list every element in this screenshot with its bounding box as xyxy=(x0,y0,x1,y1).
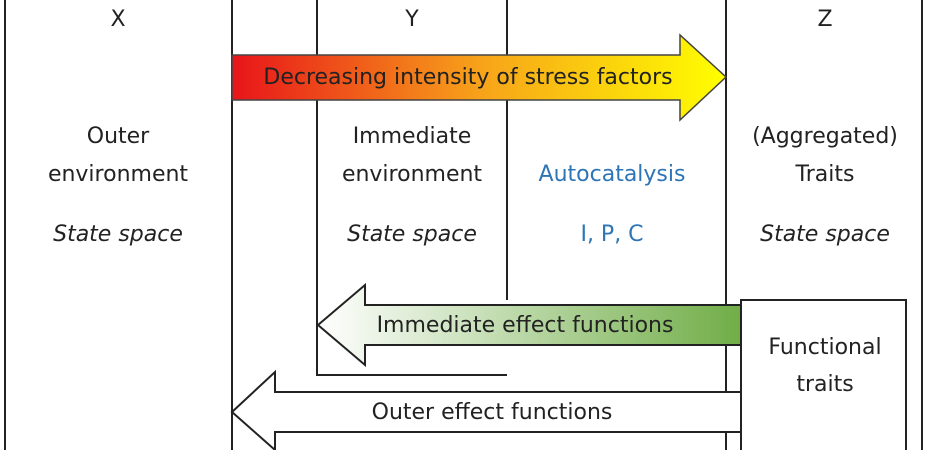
label: Traits xyxy=(795,162,855,187)
label: State space xyxy=(53,222,183,247)
stress-arrow xyxy=(231,33,728,122)
header: Y xyxy=(404,7,419,32)
label: (Aggregated) xyxy=(752,124,898,149)
functional-box xyxy=(740,299,907,450)
label: environment xyxy=(342,162,482,187)
arrow-label: Immediate effect functions xyxy=(377,313,674,338)
label: Immediate xyxy=(353,124,472,149)
label: I, P, C xyxy=(580,222,643,247)
label: State space xyxy=(760,222,890,247)
box-label: Functional xyxy=(768,335,881,360)
label: Outer xyxy=(87,124,150,149)
immediate-arrow xyxy=(316,282,743,368)
outer-arrow xyxy=(230,369,743,450)
header: X xyxy=(110,7,125,32)
header: Z xyxy=(817,7,832,32)
arrow-label: Decreasing intensity of stress factors xyxy=(263,65,672,90)
arrow-label: Outer effect functions xyxy=(372,400,613,425)
box-label: traits xyxy=(796,372,853,397)
label: Autocatalysis xyxy=(539,162,686,187)
label: environment xyxy=(48,162,188,187)
label: State space xyxy=(347,222,477,247)
